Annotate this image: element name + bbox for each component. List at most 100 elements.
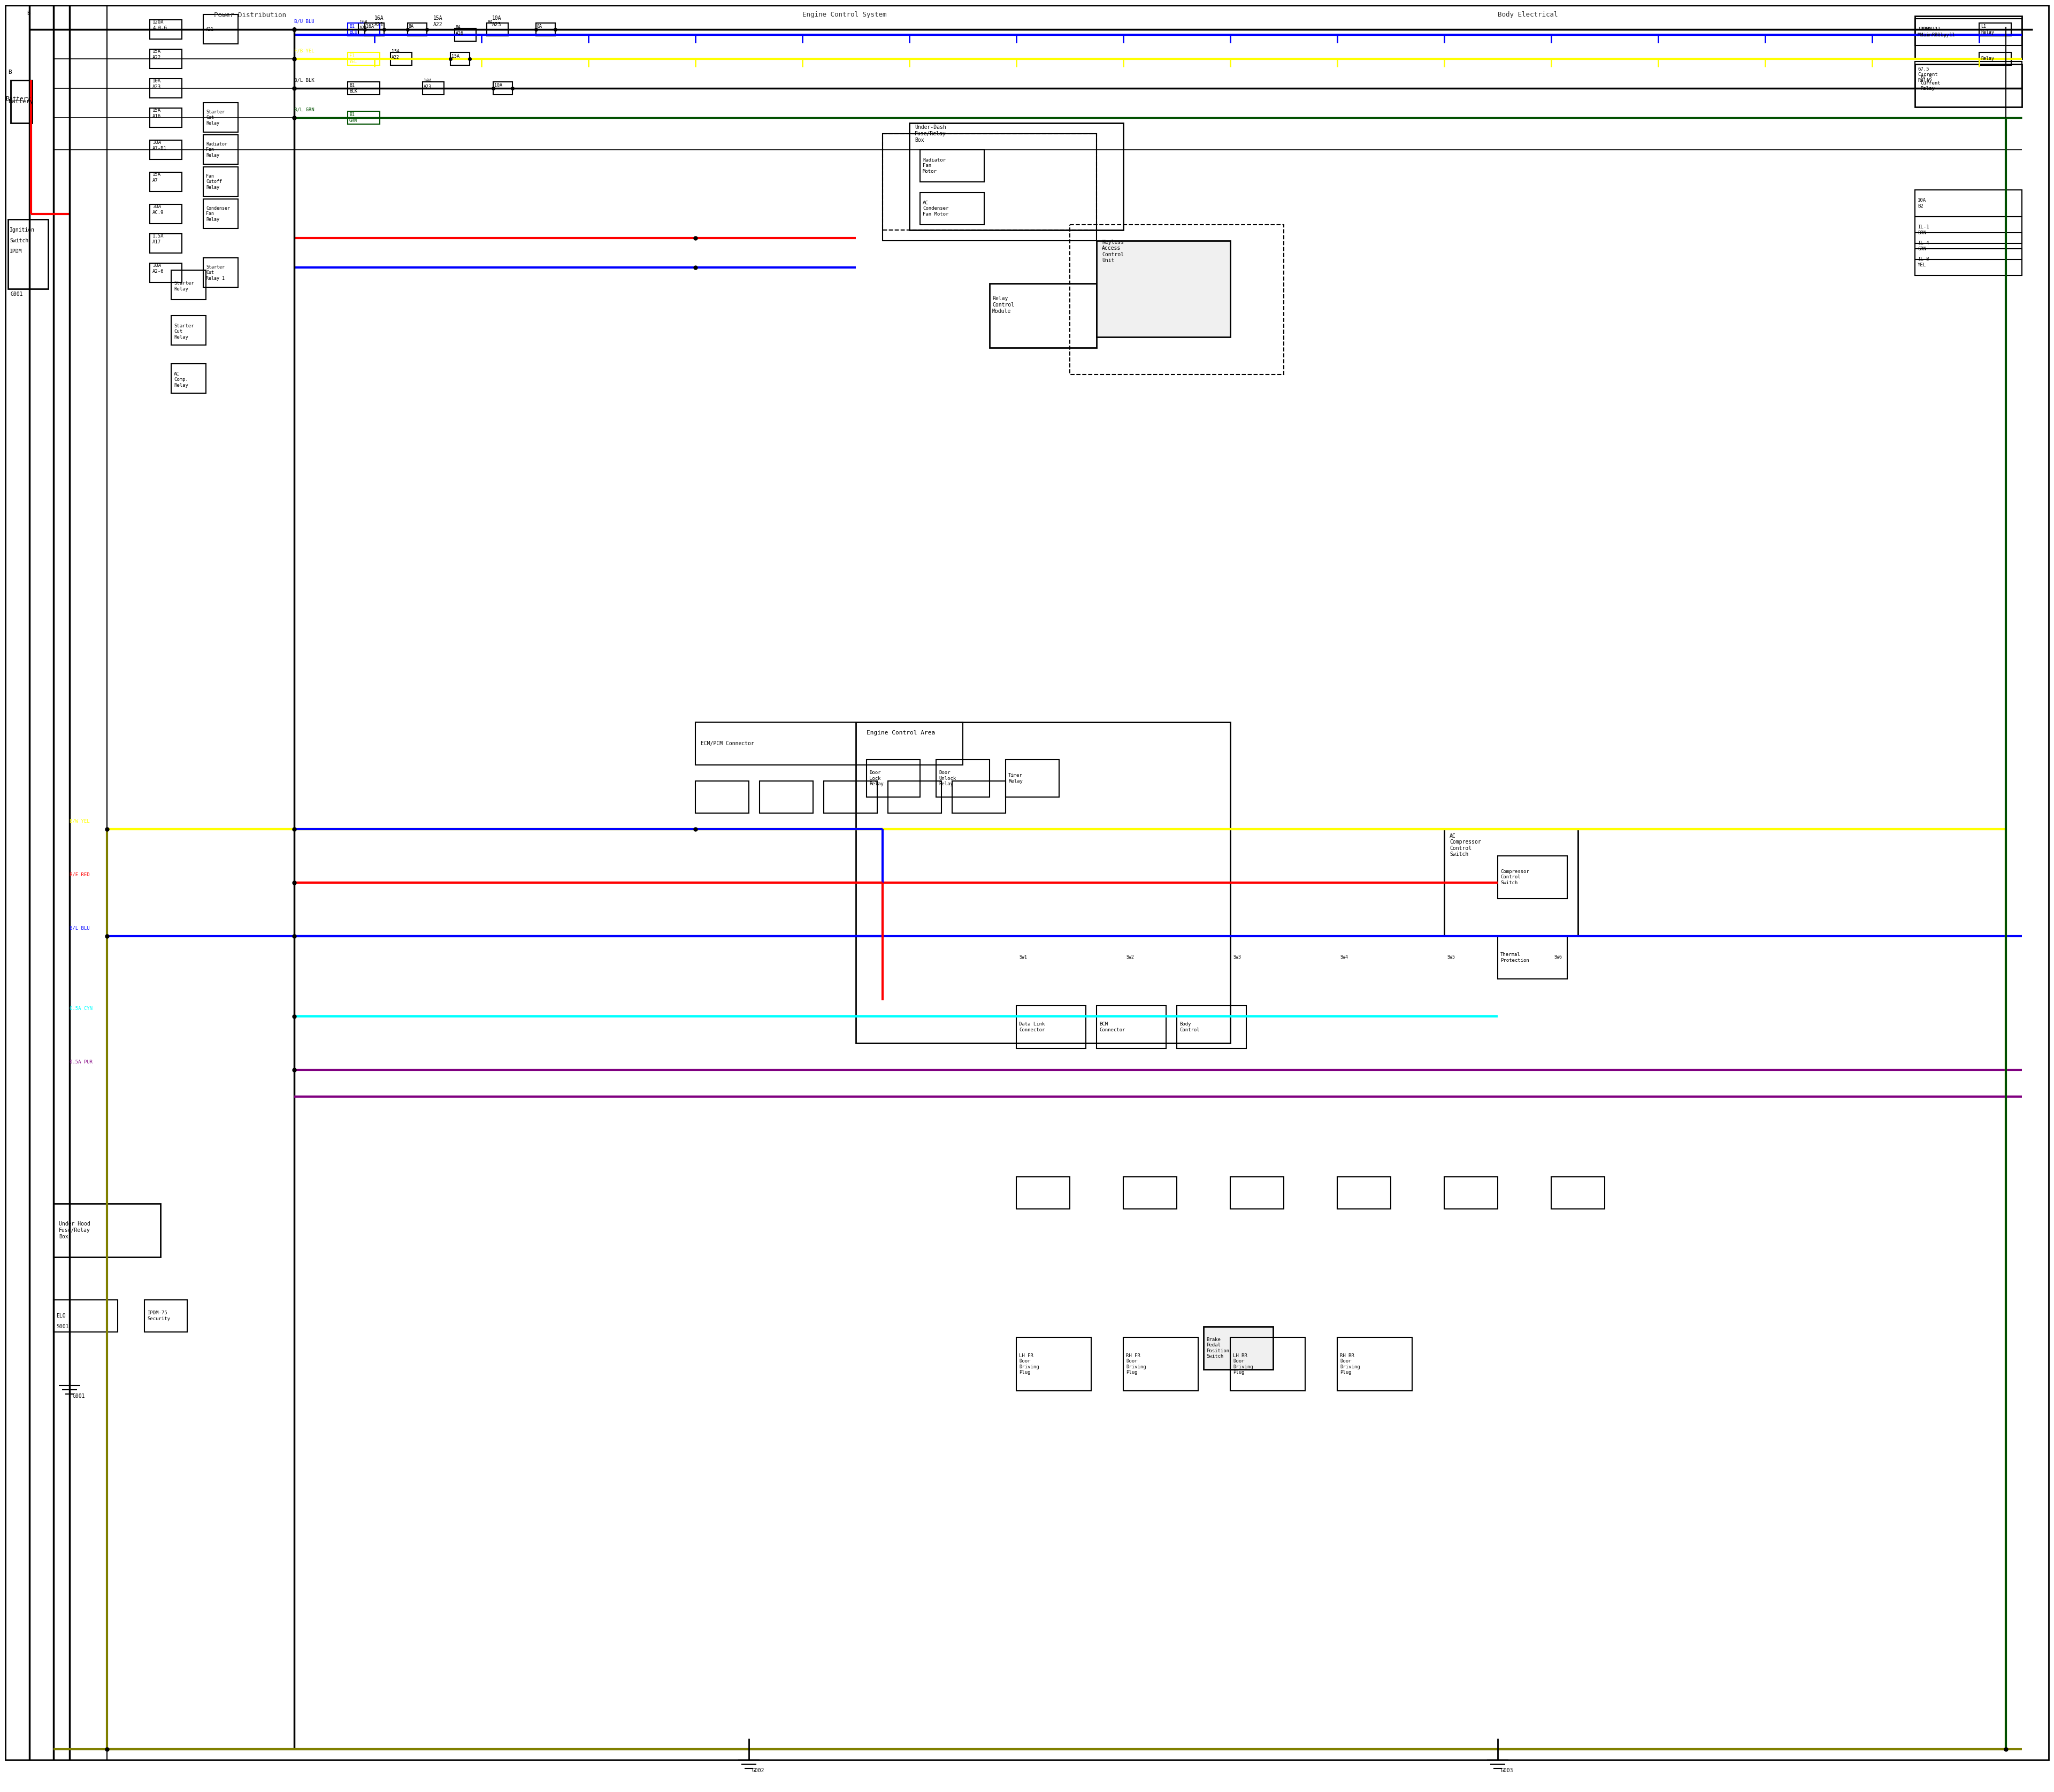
Bar bbox=[203, 258, 238, 287]
Text: 10A
A23: 10A A23 bbox=[423, 79, 431, 90]
Text: B/L GRN: B/L GRN bbox=[294, 108, 314, 113]
Text: RH FR
Door
Driving
Plug: RH FR Door Driving Plug bbox=[1126, 1353, 1146, 1374]
Text: Starter
Cut
Relay: Starter Cut Relay bbox=[175, 324, 193, 340]
Text: SW6: SW6 bbox=[1555, 955, 1561, 961]
Bar bbox=[150, 263, 183, 283]
Bar bbox=[10, 81, 33, 124]
Bar bbox=[493, 82, 511, 95]
Text: 67.5
Current
Relay: 67.5 Current Relay bbox=[1920, 75, 1941, 91]
Text: LH RR
Door
Driving
Plug: LH RR Door Driving Plug bbox=[1232, 1353, 1253, 1374]
Bar bbox=[170, 364, 205, 392]
Bar bbox=[144, 1299, 187, 1331]
Text: Under Hood
Fuse/Relay
Box: Under Hood Fuse/Relay Box bbox=[60, 1222, 90, 1240]
Bar bbox=[203, 167, 238, 197]
Bar bbox=[1124, 1337, 1197, 1391]
Text: AC
Compressor
Control
Switch: AC Compressor Control Switch bbox=[1450, 833, 1481, 857]
Bar bbox=[1980, 23, 2011, 36]
Bar bbox=[1551, 1177, 1604, 1210]
Text: G001: G001 bbox=[72, 1394, 84, 1400]
Bar bbox=[536, 23, 555, 36]
Text: Door
Lock
Relay: Door Lock Relay bbox=[869, 771, 883, 787]
Text: IL-B
YEL: IL-B YEL bbox=[1918, 256, 1929, 267]
Bar bbox=[203, 102, 238, 133]
Bar bbox=[1914, 233, 2021, 260]
Text: IL-4
GRN: IL-4 GRN bbox=[1918, 240, 1929, 251]
Bar bbox=[760, 781, 813, 814]
Bar bbox=[347, 82, 380, 95]
Text: Relay: Relay bbox=[1980, 56, 1994, 61]
Text: Body Electrical: Body Electrical bbox=[1497, 11, 1557, 18]
Bar bbox=[150, 140, 183, 159]
Text: A21: A21 bbox=[205, 27, 214, 32]
Text: B: B bbox=[8, 70, 12, 75]
Text: 8A: 8A bbox=[409, 25, 415, 29]
Text: 8A
A16: 8A A16 bbox=[456, 25, 464, 36]
Text: 67.5
Current
Relay: 67.5 Current Relay bbox=[1918, 66, 1937, 82]
Text: Switch: Switch bbox=[10, 238, 29, 244]
Text: LH FR
Door
Driving
Plug: LH FR Door Driving Plug bbox=[1019, 1353, 1039, 1374]
Text: 1.5A
A17: 1.5A A17 bbox=[152, 235, 164, 244]
Bar bbox=[1017, 1337, 1091, 1391]
Bar bbox=[203, 199, 238, 228]
Bar bbox=[953, 781, 1006, 814]
Text: Fan
Cutoff
Relay: Fan Cutoff Relay bbox=[205, 174, 222, 190]
Text: 10A
A23: 10A A23 bbox=[152, 79, 160, 90]
Bar bbox=[1337, 1177, 1391, 1210]
Text: 10A
B2: 10A B2 bbox=[1918, 199, 1927, 208]
Bar bbox=[1017, 1177, 1070, 1210]
Bar bbox=[1914, 249, 2021, 276]
Text: L1
Relay: L1 Relay bbox=[1980, 25, 1994, 34]
Text: Engine Control System: Engine Control System bbox=[803, 11, 887, 18]
Text: Under-Dash
Fuse/Relay
Box: Under-Dash Fuse/Relay Box bbox=[914, 125, 947, 143]
Bar bbox=[696, 722, 963, 765]
Bar bbox=[1497, 857, 1567, 898]
Text: SW4: SW4 bbox=[1339, 955, 1347, 961]
Bar bbox=[990, 283, 1097, 348]
Text: 0.5A PUR: 0.5A PUR bbox=[70, 1059, 92, 1064]
Bar bbox=[920, 151, 984, 181]
Bar bbox=[347, 52, 380, 65]
Text: 30A
A2-6: 30A A2-6 bbox=[152, 263, 164, 274]
Bar bbox=[450, 52, 470, 65]
Text: Starter
Cut
Relay 1: Starter Cut Relay 1 bbox=[205, 265, 224, 281]
Text: 15A
A22: 15A A22 bbox=[433, 16, 444, 27]
Bar bbox=[910, 124, 1124, 229]
Bar bbox=[1204, 1326, 1273, 1369]
Bar bbox=[1914, 16, 2021, 59]
Text: B/E RED: B/E RED bbox=[70, 873, 90, 876]
Bar bbox=[366, 23, 384, 36]
Text: 15A
A7: 15A A7 bbox=[152, 172, 160, 183]
Text: Engine Control Area: Engine Control Area bbox=[867, 729, 935, 735]
Text: 16A
A21: 16A A21 bbox=[374, 16, 384, 27]
Bar bbox=[867, 760, 920, 797]
Bar bbox=[454, 29, 477, 41]
Bar bbox=[1230, 1337, 1304, 1391]
Text: Battery: Battery bbox=[8, 99, 33, 104]
Text: 15A
A22: 15A A22 bbox=[152, 50, 160, 59]
Bar bbox=[1337, 1337, 1413, 1391]
Bar bbox=[150, 20, 183, 39]
Text: B1
BLK: B1 BLK bbox=[349, 82, 357, 93]
Bar bbox=[8, 219, 47, 289]
Text: Relay
Control
Module: Relay Control Module bbox=[992, 296, 1015, 314]
Bar bbox=[1230, 1177, 1284, 1210]
Text: Starter
Relay: Starter Relay bbox=[175, 281, 193, 292]
Text: B1
GRN: B1 GRN bbox=[349, 113, 357, 124]
Text: 8A: 8A bbox=[536, 25, 542, 29]
Bar bbox=[203, 14, 238, 43]
Text: Radiator
Fan
Motor: Radiator Fan Motor bbox=[922, 158, 945, 174]
Bar bbox=[857, 722, 1230, 1043]
Text: SW1: SW1 bbox=[1019, 955, 1027, 961]
Text: ELO: ELO bbox=[55, 1314, 66, 1319]
Bar bbox=[357, 23, 380, 36]
Bar bbox=[1914, 61, 2021, 88]
Bar bbox=[407, 23, 427, 36]
Text: Starter
Cut
Relay: Starter Cut Relay bbox=[205, 109, 224, 125]
Text: Condenser
Fan
Relay: Condenser Fan Relay bbox=[205, 206, 230, 222]
Text: IL-1
BRN: IL-1 BRN bbox=[1918, 224, 1929, 235]
Text: G001: G001 bbox=[10, 292, 23, 297]
Bar bbox=[170, 271, 205, 299]
Bar bbox=[1914, 65, 2021, 108]
Bar bbox=[423, 82, 444, 95]
Bar bbox=[1497, 935, 1567, 978]
